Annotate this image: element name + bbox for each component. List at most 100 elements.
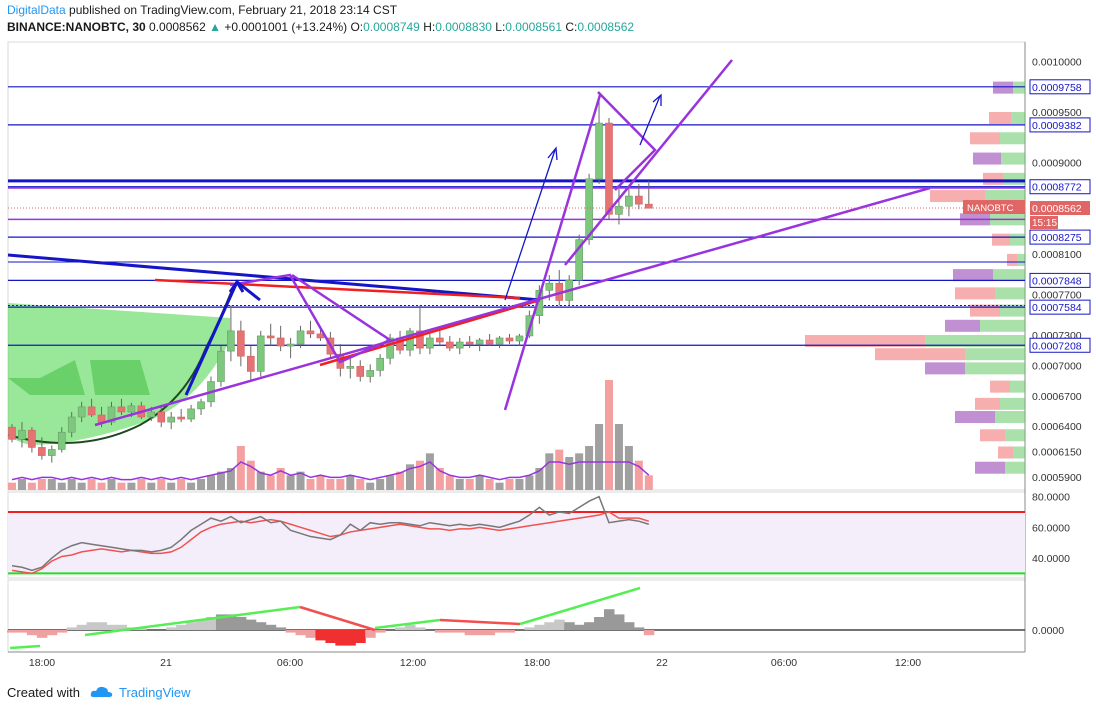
y-tick-label: 0.0006700 (1032, 391, 1082, 403)
volume-bar (644, 475, 653, 490)
ohlc-header: BINANCE:NANOBTC, 30 0.0008562 ▲ +0.00010… (7, 20, 634, 34)
volume-profile-bar (975, 397, 1000, 410)
candle-body (227, 330, 235, 352)
volume-profile-bar (1005, 461, 1025, 474)
last-price-box (1030, 201, 1090, 216)
oscillator-bar (46, 630, 58, 636)
oscillator-bar (355, 630, 366, 643)
volume-bar (117, 482, 126, 490)
volume-profile-bar (970, 304, 1000, 317)
price-label-box (1029, 229, 1091, 245)
volume-profile-bar (993, 81, 1013, 94)
price-label-box (1029, 117, 1091, 133)
candle-body (47, 449, 56, 456)
volume-bar (545, 453, 554, 490)
candle-body (386, 337, 394, 359)
volume-bar (47, 479, 56, 490)
candle-body (117, 406, 126, 413)
oscillator-bar (584, 622, 595, 630)
tradingview-link[interactable]: TradingView (119, 685, 191, 700)
volume-profile-bar (925, 362, 965, 375)
volume-bar (197, 479, 206, 490)
rsi-tick-label: 40.0000 (1032, 553, 1070, 565)
oscillator-bar (524, 627, 535, 630)
price-label: 0.0009758 (1032, 82, 1082, 94)
candle-body (67, 416, 76, 433)
volume-bar (8, 482, 16, 490)
oscillator-bar (464, 630, 476, 636)
candle-body (167, 416, 175, 423)
volume-bar (376, 479, 385, 490)
volume-bar (475, 475, 484, 490)
candle-body (465, 341, 474, 345)
oscillator-bar (544, 622, 555, 630)
candle-body (8, 426, 16, 440)
candle-body (256, 335, 265, 372)
candle-body (346, 366, 355, 369)
volume-profile-bar (995, 287, 1025, 300)
y-tick-label: 0.0007000 (1032, 360, 1082, 372)
volume-bar (167, 482, 176, 490)
volume-bar (565, 457, 574, 490)
osc-trend-green (84, 605, 301, 637)
volume-bar (87, 479, 96, 490)
cup-handle-fill (8, 360, 85, 395)
oscillator-bar (335, 630, 346, 646)
high-value: 0.0008830 (435, 20, 492, 34)
candle-body (445, 341, 454, 349)
volume-bar (27, 482, 36, 490)
volume-bar (276, 468, 285, 490)
countdown-label: 15:15 (1032, 218, 1057, 229)
oscillator-bar (345, 630, 356, 646)
candle-body (376, 357, 384, 371)
candle-body (416, 330, 424, 349)
osc-trend-red (439, 618, 521, 626)
flag-pattern (229, 273, 393, 364)
oscillator-bar (305, 630, 316, 638)
candle-body (18, 429, 26, 440)
oscillator-bar (96, 622, 108, 630)
candle-body (475, 339, 484, 345)
volume-bar (256, 471, 265, 490)
oscillator-bar (7, 630, 18, 633)
volume-profile-bar (1001, 152, 1025, 165)
candle-body (87, 406, 96, 416)
chart-canvas[interactable]: 0.0010000 0.0009500 0.0009000 0.0008100 0.00… (0, 0, 1096, 680)
oscillator-bar (365, 630, 376, 638)
price-label: 0.0007848 (1032, 275, 1082, 287)
oscillator-bar (275, 627, 287, 630)
volume-bar (326, 479, 335, 490)
volume-profile-bar (1000, 304, 1025, 317)
volume-profile-bar (983, 172, 1003, 185)
oscillator-bar (106, 624, 117, 630)
volume-bar (595, 424, 604, 490)
volume-profile-bar (995, 411, 1025, 424)
candle-body (505, 337, 514, 342)
oscillator-bar (56, 630, 68, 633)
last-price-label: 0.0008562 (1032, 203, 1082, 215)
oscillator-bar (116, 624, 127, 630)
oscillator-bar (405, 624, 416, 630)
volume-bar (316, 475, 325, 490)
volume-bar (226, 468, 235, 490)
y-tick-label: 0.0005900 (1032, 472, 1082, 484)
y-tick-label: 0.0008100 (1032, 249, 1082, 261)
low-label: L: (495, 20, 506, 34)
oscillator-bar (534, 624, 545, 630)
oscillator-bar (315, 630, 326, 641)
oscillator-bar (176, 624, 187, 630)
oscillator-bar (474, 630, 486, 636)
price-label: 0.0009382 (1032, 120, 1082, 132)
candle-body (535, 290, 544, 316)
symbol-label: BINANCE:NANOBTC, 30 (7, 20, 146, 34)
candle-body (485, 339, 494, 345)
publisher-name[interactable]: DigitalData (7, 3, 66, 17)
oscillator-bar (325, 630, 336, 643)
candle-body (495, 337, 504, 345)
volume-profile-bar (985, 190, 1025, 203)
y-tick-label: 0.0007700 (1032, 289, 1082, 301)
osc-tick-label: 0.0000 (1032, 625, 1064, 637)
volume-bar (37, 479, 46, 490)
symbol-tag: NANOBTC (967, 203, 1014, 214)
oscillator-bar (255, 622, 267, 630)
